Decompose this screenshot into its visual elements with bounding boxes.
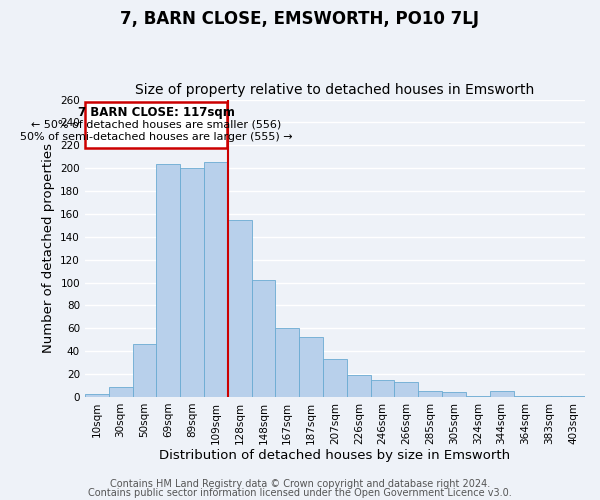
Bar [204, 162, 228, 397]
Bar [490, 391, 514, 397]
Bar [323, 359, 347, 397]
Bar [251, 280, 275, 397]
Title: Size of property relative to detached houses in Emsworth: Size of property relative to detached ho… [136, 83, 535, 97]
Bar [418, 391, 442, 397]
Text: 7, BARN CLOSE, EMSWORTH, PO10 7LJ: 7, BARN CLOSE, EMSWORTH, PO10 7LJ [121, 10, 479, 28]
Bar [157, 164, 180, 397]
Bar [228, 220, 251, 397]
Bar [442, 392, 466, 397]
Bar [347, 375, 371, 397]
Text: Contains public sector information licensed under the Open Government Licence v3: Contains public sector information licen… [88, 488, 512, 498]
Bar [514, 396, 538, 397]
Bar [466, 396, 490, 397]
Bar [299, 338, 323, 397]
Text: Contains HM Land Registry data © Crown copyright and database right 2024.: Contains HM Land Registry data © Crown c… [110, 479, 490, 489]
Text: 50% of semi-detached houses are larger (555) →: 50% of semi-detached houses are larger (… [20, 132, 293, 141]
Bar [538, 396, 561, 397]
Bar [85, 394, 109, 397]
Text: 7 BARN CLOSE: 117sqm: 7 BARN CLOSE: 117sqm [78, 106, 235, 120]
Bar [394, 382, 418, 397]
Bar [561, 396, 585, 397]
X-axis label: Distribution of detached houses by size in Emsworth: Distribution of detached houses by size … [160, 450, 511, 462]
Text: ← 50% of detached houses are smaller (556): ← 50% of detached houses are smaller (55… [31, 119, 281, 129]
Bar [180, 168, 204, 397]
FancyBboxPatch shape [85, 102, 227, 148]
Bar [133, 344, 157, 397]
Bar [275, 328, 299, 397]
Y-axis label: Number of detached properties: Number of detached properties [42, 144, 55, 354]
Bar [109, 386, 133, 397]
Bar [371, 380, 394, 397]
